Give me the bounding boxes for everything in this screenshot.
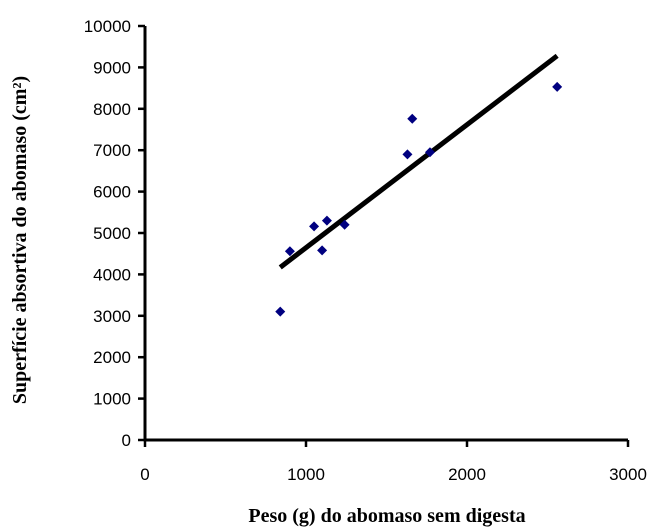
data-point [402,149,413,160]
y-tick-label: 9000 [93,58,131,77]
data-point [407,113,418,124]
data-point [321,215,332,226]
trendline-layer [278,53,559,270]
trendline [278,53,559,270]
data-point [424,147,435,158]
tick-marks [138,24,630,447]
data-point [275,306,286,317]
x-tick-label: 0 [140,465,149,484]
x-axis-title: Peso (g) do abomaso sem digesta [248,505,525,527]
x-tick-label: 2000 [448,465,486,484]
data-point [552,81,563,92]
x-tick-label: 3000 [609,465,647,484]
y-tick-label: 0 [122,431,131,450]
data-point [284,246,295,257]
y-axis-title: Superfície absortiva do abomaso (cm²) [9,76,31,404]
y-tick-label: 8000 [93,100,131,119]
data-point [317,245,328,256]
y-tick-label: 1000 [93,390,131,409]
y-tick-label: 4000 [93,265,131,284]
data-points [275,81,563,317]
y-tick-label: 7000 [93,141,131,160]
data-point [309,221,320,232]
y-tick-label: 2000 [93,348,131,367]
y-tick-label: 6000 [93,183,131,202]
x-tick-label: 1000 [287,465,325,484]
y-tick-label: 5000 [93,224,131,243]
tick-labels: 0 1000 2000 3000 4000 5000 6000 7000 8000 9000 100… [84,17,647,484]
y-tick-label: 3000 [93,307,131,326]
y-tick-label: 10000 [84,17,131,36]
data-point [339,219,350,230]
